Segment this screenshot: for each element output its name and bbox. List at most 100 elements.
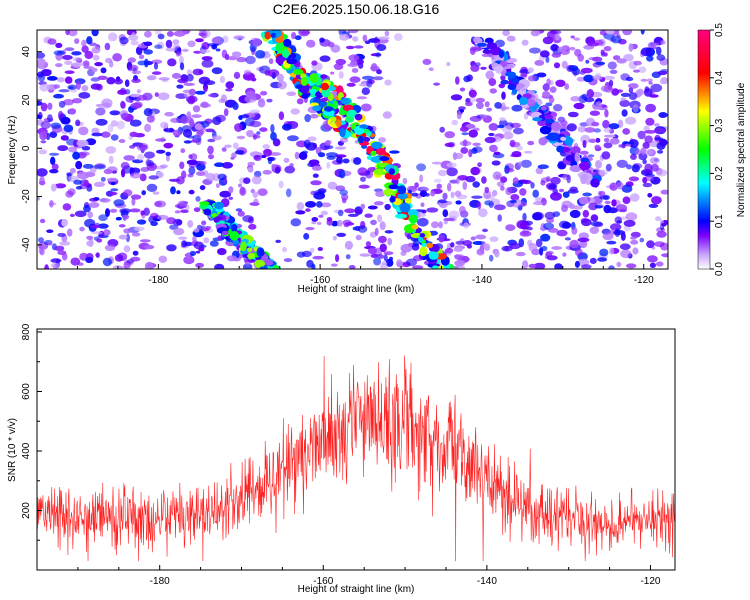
heatmap-cell <box>262 169 272 175</box>
heatmap-cell <box>205 128 215 133</box>
heatmap-cell <box>638 66 647 73</box>
heatmap-cell <box>658 112 668 118</box>
heatmap-cell <box>91 67 98 72</box>
heatmap-cell <box>566 123 577 132</box>
heatmap-cell <box>402 177 408 185</box>
heatmap-cell <box>252 38 262 47</box>
heatmap-cell <box>38 245 44 255</box>
heatmap-cell <box>611 88 620 96</box>
heatmap-cell <box>625 212 638 221</box>
heatmap-cell <box>40 102 48 112</box>
heatmap-cell <box>237 210 245 217</box>
heatmap-cell <box>188 189 195 195</box>
heatmap-cell <box>655 216 662 222</box>
heatmap-cell <box>397 185 407 195</box>
heatmap-cell <box>442 192 448 201</box>
heatmap-cell <box>479 114 487 119</box>
heatmap-cell <box>442 209 449 218</box>
heatmap-cell <box>564 136 574 146</box>
heatmap-cell <box>511 151 522 157</box>
heatmap-cell <box>370 150 377 157</box>
heatmap-cell <box>569 209 581 219</box>
heatmap-cell <box>482 228 488 233</box>
heatmap-cell <box>294 151 300 160</box>
heatmap-cell <box>616 58 627 64</box>
heatmap-cell <box>200 101 209 108</box>
heatmap-cell <box>59 241 71 246</box>
heatmap-cell <box>139 239 151 243</box>
heatmap-cell <box>220 94 227 103</box>
heatmap-cell <box>455 76 460 85</box>
heatmap-cell <box>527 75 537 82</box>
heatmap-cell <box>156 149 166 154</box>
heatmap-cell <box>352 36 359 42</box>
heatmap-cell <box>283 38 292 48</box>
heatmap-cell <box>83 66 94 69</box>
heatmap-cell <box>77 262 84 266</box>
heatmap-cell <box>590 178 600 188</box>
heatmap-cell <box>511 77 520 84</box>
heatmap-cell <box>536 72 547 78</box>
heatmap-cell <box>489 236 499 243</box>
heatmap-cell <box>591 121 600 127</box>
heatmap-cell <box>57 77 65 83</box>
heatmap-cell <box>50 122 61 129</box>
heatmap-cell <box>112 170 117 174</box>
heatmap-cell <box>305 226 315 231</box>
heatmap-cell <box>81 45 89 53</box>
heatmap-cell <box>357 167 368 176</box>
heatmap-cell <box>347 30 359 34</box>
heatmap-cell <box>176 176 185 185</box>
heatmap-cell <box>484 136 496 144</box>
heatmap-cell <box>605 163 612 172</box>
heatmap-cell <box>236 135 246 140</box>
heatmap-cell <box>543 118 555 124</box>
heatmap-cell <box>648 81 653 85</box>
heatmap-cell <box>660 40 666 45</box>
heatmap-cell <box>636 88 644 96</box>
heatmap-cell <box>621 109 628 117</box>
heatmap-cell <box>151 71 162 75</box>
heatmap-cell <box>554 263 563 269</box>
heatmap-cell <box>353 45 364 49</box>
heatmap-cell <box>620 249 632 259</box>
heatmap-cell <box>160 121 169 129</box>
heatmap-cell <box>129 119 142 127</box>
heatmap-cell <box>644 135 653 144</box>
heatmap-cell <box>120 161 130 170</box>
heatmap-cell <box>599 248 609 257</box>
heatmap-cell <box>203 208 212 216</box>
colorbar-label: Normalized spectral amplitude <box>736 82 747 217</box>
heatmap-cell <box>339 189 349 196</box>
heatmap-cell <box>564 237 572 241</box>
heatmap-cell <box>267 156 276 162</box>
heatmap-cell <box>306 39 316 48</box>
heatmap-cell <box>611 199 617 207</box>
heatmap-cell <box>488 78 497 87</box>
heatmap-cell <box>300 31 311 35</box>
heatmap-cell <box>624 143 632 147</box>
heatmap-cell <box>264 31 271 40</box>
heatmap-cell <box>138 54 145 60</box>
heatmap-cell <box>448 210 460 219</box>
heatmap-cell <box>446 167 458 177</box>
heatmap-cell <box>590 214 599 222</box>
heatmap-cell <box>572 205 583 210</box>
heatmap-cell <box>146 75 157 81</box>
heatmap-cell <box>46 229 54 233</box>
heatmap-cell <box>379 243 387 253</box>
heatmap-cell <box>224 144 232 148</box>
heatmap-cell <box>577 126 587 133</box>
heatmap-cell <box>212 116 222 125</box>
heatmap-cell <box>310 113 319 119</box>
heatmap-cell <box>191 139 199 143</box>
heatmap-cell <box>244 69 252 75</box>
heatmap-cell <box>256 131 261 135</box>
heatmap-cell <box>166 30 174 37</box>
heatmap-cell <box>66 172 73 177</box>
heatmap-cell <box>484 101 490 108</box>
heatmap-cell <box>519 97 528 105</box>
snr-y-axis-label: SNR (10 * v/v) <box>7 418 18 482</box>
heatmap-cell <box>64 60 73 65</box>
heatmap-cell <box>604 200 611 205</box>
